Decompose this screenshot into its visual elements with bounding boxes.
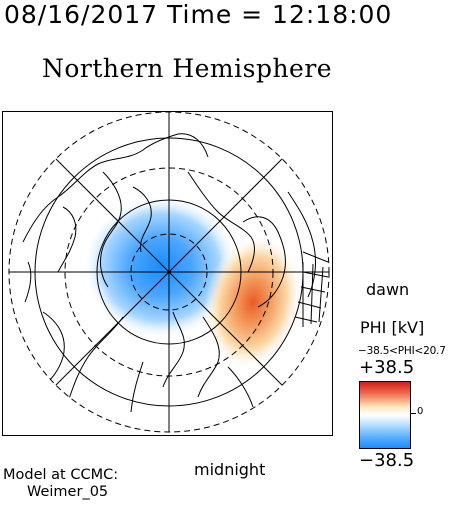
colorbar-range: −38.5<PHI<20.7 [358,345,446,357]
colorbar-title: PHI [kV] [360,318,425,337]
colorbar-min-label: −38.5 [359,450,415,471]
meridian-line [48,151,290,393]
dawn-label: dawn [366,280,410,299]
model-credit-line1: Model at CCMC: [3,467,119,483]
colorbar [359,381,411,449]
midnight-label: midnight [194,460,266,479]
model-credit-line2: Weimer_05 [27,484,109,500]
colorbar-zero-label: 0 [417,406,424,417]
timestamp: 08/16/2017 Time = 12:18:00 [4,0,393,29]
coastlines [22,133,329,413]
plot-title: Northern Hemisphere [42,54,333,83]
polar-potential-map [8,112,330,433]
positive-potential-cell [203,234,303,370]
colorbar-max-label: +38.5 [359,357,415,378]
polar-map-frame [2,111,333,436]
colorbar-zero-tick [411,413,416,414]
